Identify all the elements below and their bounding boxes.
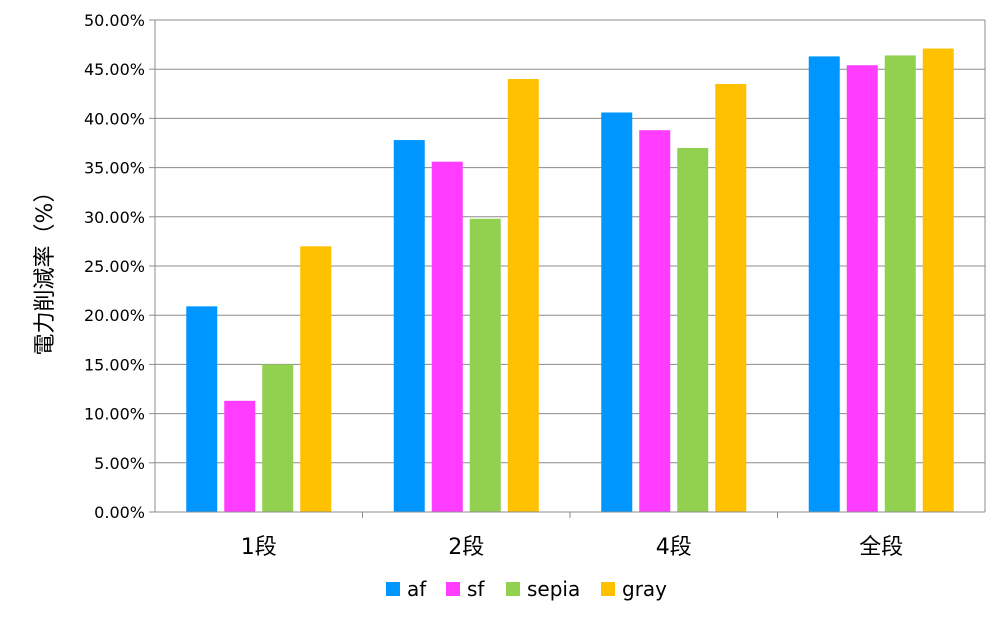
bar-sepia-3 — [677, 147, 709, 513]
bar-sf-3 — [639, 130, 671, 512]
y-tick-label: 15.00% — [84, 355, 145, 374]
y-tick-label: 0.00% — [94, 503, 145, 522]
y-tick-label: 35.00% — [84, 159, 145, 178]
y-tick-label: 20.00% — [84, 306, 145, 325]
bar-gray-2 — [507, 79, 539, 512]
legend-label-gray: gray — [622, 577, 667, 601]
bar-gray-1 — [300, 246, 332, 512]
y-tick-label: 30.00% — [84, 208, 145, 227]
y-tick-label: 5.00% — [94, 454, 145, 473]
y-tick-label: 45.00% — [84, 60, 145, 79]
bar-sepia-4 — [884, 55, 916, 512]
legend-swatch-sepia — [506, 582, 520, 596]
legend-label-sf: sf — [467, 577, 485, 601]
bar-af-3 — [601, 112, 633, 512]
legend: af sf sepia gray — [386, 577, 667, 601]
y-tick-label: 10.00% — [84, 405, 145, 424]
y-tick-label: 50.00% — [84, 11, 145, 30]
legend-swatch-af — [386, 582, 400, 596]
bar-sepia-2 — [469, 218, 501, 512]
x-tick-label: 全段 — [859, 535, 903, 560]
x-tick-label: 2段 — [448, 535, 484, 560]
legend-swatch-sf — [446, 582, 460, 596]
y-axis-ticks: 0.00% 5.00% 10.00% 15.00% 20.00% 25.00% 30.00%… — [84, 11, 155, 522]
bar-gray-4 — [922, 48, 954, 512]
bar-af-4 — [808, 56, 840, 513]
bar-gray-3 — [715, 83, 747, 513]
bar-sf-2 — [431, 161, 463, 513]
bar-sf-1 — [224, 400, 256, 512]
legend-swatch-gray — [601, 582, 615, 596]
legend-label-af: af — [407, 577, 427, 601]
bar-sepia-1 — [262, 364, 294, 512]
bar-af-2 — [393, 140, 425, 512]
bar-af-1 — [186, 306, 218, 512]
x-tick-label: 1段 — [241, 535, 277, 560]
bar-sf-4 — [846, 65, 878, 512]
y-tick-label: 40.00% — [84, 109, 145, 128]
gridlines — [155, 19, 985, 464]
y-axis-label: 電力削減率（%） — [33, 181, 58, 356]
y-tick-label: 25.00% — [84, 257, 145, 276]
bars — [186, 48, 954, 513]
x-axis-ticks: 1段 2段 4段 全段 — [241, 512, 903, 560]
legend-label-sepia: sepia — [527, 577, 580, 601]
x-tick-label: 4段 — [656, 535, 692, 560]
